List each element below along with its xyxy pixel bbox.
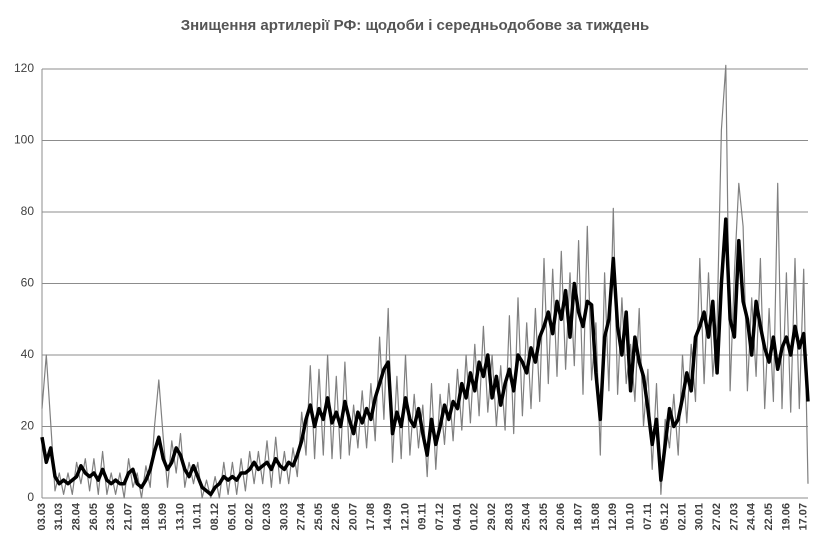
y-tick-label: 40 — [21, 347, 35, 361]
y-tick-label: 120 — [14, 61, 34, 75]
x-tick-label: 01.02 — [469, 503, 481, 531]
x-tick-label: 21.07 — [122, 503, 134, 531]
x-tick-label: 23.05 — [538, 503, 550, 531]
x-tick-label: 25.04 — [521, 502, 533, 530]
y-tick-label: 20 — [21, 419, 35, 433]
x-tick-label: 15.09 — [157, 503, 169, 531]
x-tick-label: 30.01 — [694, 503, 706, 531]
x-tick-label: 22.06 — [330, 503, 342, 531]
x-tick-label: 22.05 — [763, 503, 775, 531]
x-tick-label: 13.10 — [174, 503, 186, 531]
x-tick-label: 29.02 — [486, 503, 498, 531]
x-tick-label: 02.03 — [261, 503, 273, 531]
x-tick-label: 18.07 — [573, 503, 585, 531]
x-tick-label: 25.05 — [313, 503, 325, 531]
x-tick-label: 23.06 — [105, 503, 117, 531]
y-tick-label: 100 — [14, 133, 34, 147]
series-line — [41, 64, 809, 499]
x-tick-label: 17.08 — [365, 503, 377, 531]
x-tick-label: 07.11 — [642, 503, 654, 530]
x-tick-label: 15.08 — [590, 503, 602, 531]
x-tick-label: 10.10 — [624, 503, 636, 531]
y-tick-label: 0 — [27, 490, 34, 504]
x-tick-label: 27.02 — [711, 503, 723, 531]
x-tick-label: 27.04 — [296, 502, 308, 530]
x-tick-label: 20.06 — [555, 503, 567, 531]
x-tick-label: 08.12 — [209, 503, 221, 531]
x-tick-label: 20.07 — [347, 503, 359, 531]
x-tick-label: 28.04 — [71, 502, 83, 530]
series-line — [40, 217, 810, 497]
x-tick-label: 02.01 — [676, 503, 688, 531]
x-tick-label: 19.06 — [780, 503, 792, 531]
x-tick-label: 26.05 — [88, 503, 100, 531]
x-tick-label: 31.03 — [53, 503, 65, 531]
x-tick-label: 03.03 — [36, 503, 48, 531]
x-tick-label: 09.11 — [417, 503, 429, 530]
x-tick-label: 30.03 — [278, 503, 290, 531]
x-tick-label: 14.09 — [382, 503, 394, 531]
x-tick-label: 12.09 — [607, 503, 619, 531]
x-tick-label: 28.03 — [503, 503, 515, 531]
x-tick-label: 12.10 — [399, 503, 411, 531]
x-tick-label: 04.01 — [451, 503, 463, 531]
y-tick-label: 80 — [21, 204, 35, 218]
x-tick-label: 17.07 — [798, 503, 810, 531]
x-tick-label: 05.12 — [659, 503, 671, 531]
chart-title: Знищення артилерії РФ: щодоби і середньо… — [181, 17, 650, 34]
x-tick-label: 02.02 — [244, 503, 256, 531]
x-tick-label: 18.08 — [140, 503, 152, 531]
x-tick-label: 10.11 — [192, 503, 204, 530]
x-tick-label: 05.01 — [226, 503, 238, 531]
x-tick-label: 27.03 — [728, 503, 740, 531]
x-tick-label: 07.12 — [434, 503, 446, 531]
x-tick-label: 24.04 — [746, 502, 758, 530]
y-tick-label: 60 — [21, 276, 35, 290]
